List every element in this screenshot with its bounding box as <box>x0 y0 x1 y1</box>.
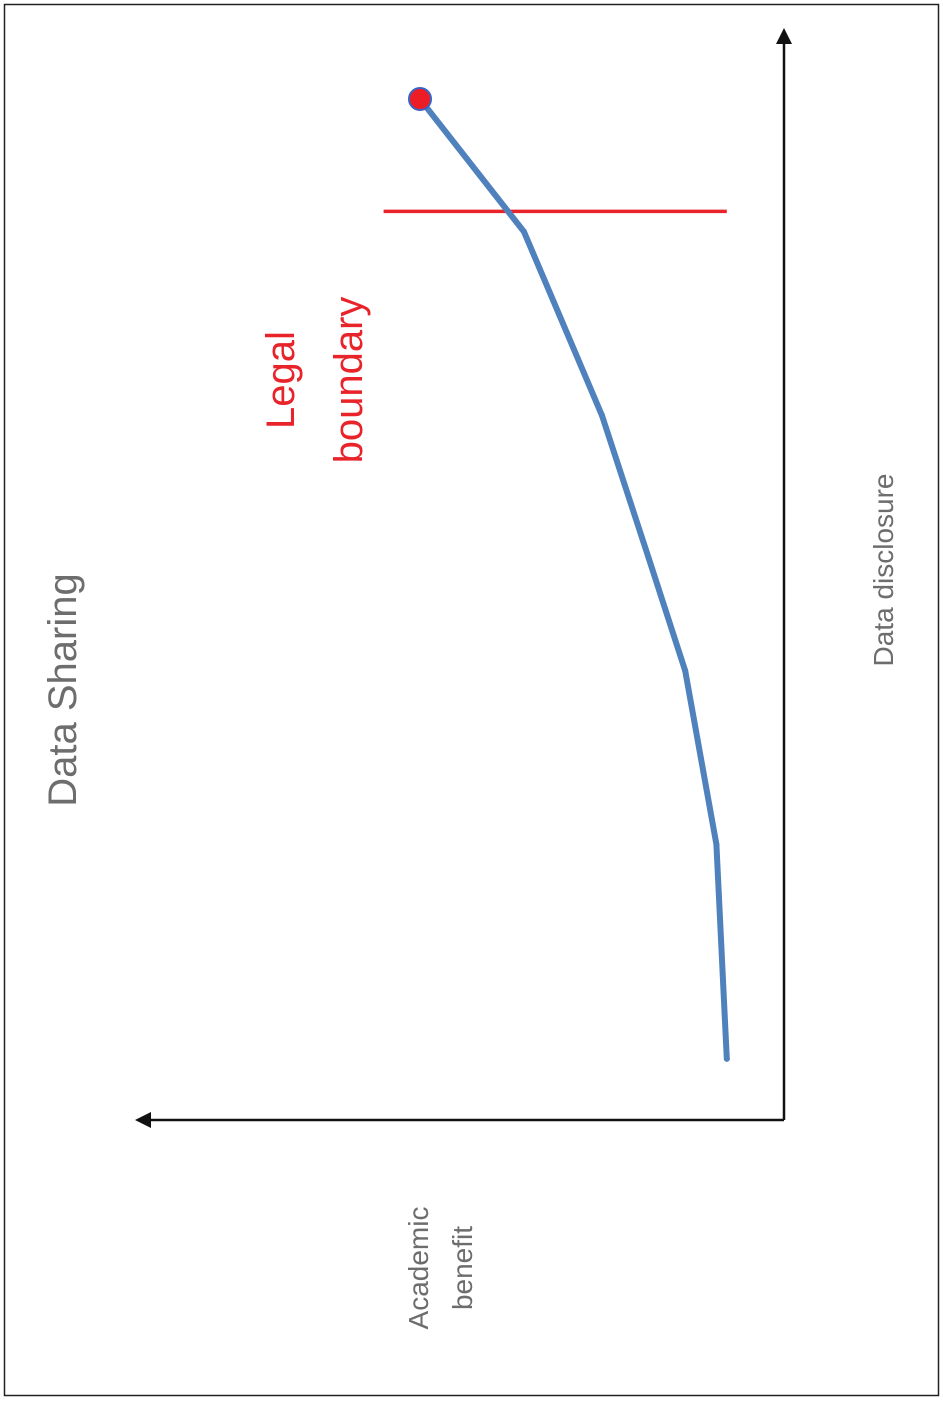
series-point <box>599 412 605 419</box>
legal-boundary-label-line2: boundary <box>327 297 371 464</box>
y-axis-label-line2: benefit <box>447 1226 478 1310</box>
y-axis-arrowhead <box>135 1112 151 1128</box>
series-point <box>682 667 689 674</box>
series-point <box>723 1055 730 1062</box>
chart-title: Data Sharing <box>41 573 85 806</box>
x-axis-arrowhead <box>776 28 792 44</box>
series-point <box>521 228 527 235</box>
series-point <box>645 555 652 562</box>
x-axis-label: Data disclosure <box>868 474 899 667</box>
y-axis-label-line1: Academic <box>403 1207 434 1330</box>
chart-border <box>3 3 940 1397</box>
end-point-marker <box>408 87 432 112</box>
legal-boundary-label-line1: Legal <box>259 331 303 429</box>
axes <box>135 28 792 1128</box>
series-point <box>713 841 720 848</box>
